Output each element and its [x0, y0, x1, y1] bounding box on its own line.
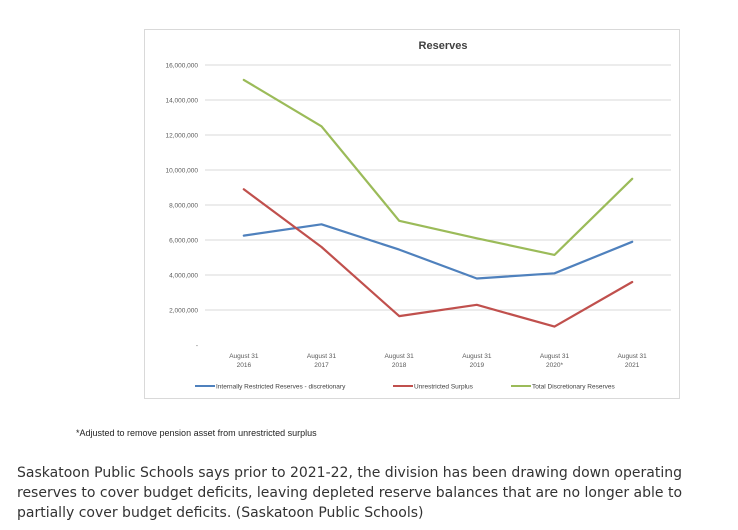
legend-label: Total Discretionary Reserves	[532, 383, 615, 390]
x-tick-label: August 31	[229, 353, 259, 360]
y-tick-label: 2,000,000	[169, 308, 198, 315]
x-tick-label: August 31	[385, 353, 415, 360]
x-tick-label: 2021	[625, 362, 640, 369]
chart-title: Reserves	[419, 40, 468, 52]
x-tick-label: August 31	[307, 353, 337, 360]
x-tick-label: August 31	[540, 353, 570, 360]
y-tick-label: 8,000,000	[169, 203, 198, 210]
y-tick-label: 12,000,000	[165, 133, 198, 140]
legend-label: Internally Restricted Reserves - discret…	[216, 383, 346, 390]
y-tick-label: 16,000,000	[165, 63, 198, 70]
legend-label: Unrestricted Surplus	[414, 383, 474, 390]
y-tick-label: -	[196, 343, 198, 350]
y-tick-label: 6,000,000	[169, 238, 198, 245]
x-tick-label: 2019	[470, 362, 485, 369]
x-tick-label: August 31	[462, 353, 492, 360]
x-tick-label: 2016	[237, 362, 252, 369]
series-line-2	[242, 188, 634, 328]
reserves-line-chart: Reserves - 2,000,000 4,000,000 6,000,000 8,00…	[165, 40, 671, 390]
photo-caption: Saskatoon Public Schools says prior to 2…	[17, 465, 683, 521]
series-line-3	[242, 78, 634, 256]
x-tick-label: August 31	[618, 353, 648, 360]
x-tick-label: 2020*	[546, 362, 563, 369]
y-tick-label: 4,000,000	[169, 273, 198, 280]
y-tick-label: 10,000,000	[165, 168, 198, 175]
chart-frame: Reserves - 2,000,000 4,000,000 6,000,000 8,00…	[144, 29, 680, 399]
x-tick-label: 2018	[392, 362, 407, 369]
series-line-1	[242, 223, 634, 280]
chart-footnote: *Adjusted to remove pension asset from u…	[76, 428, 317, 438]
y-tick-label: 14,000,000	[165, 98, 198, 105]
x-tick-label: 2017	[314, 362, 329, 369]
